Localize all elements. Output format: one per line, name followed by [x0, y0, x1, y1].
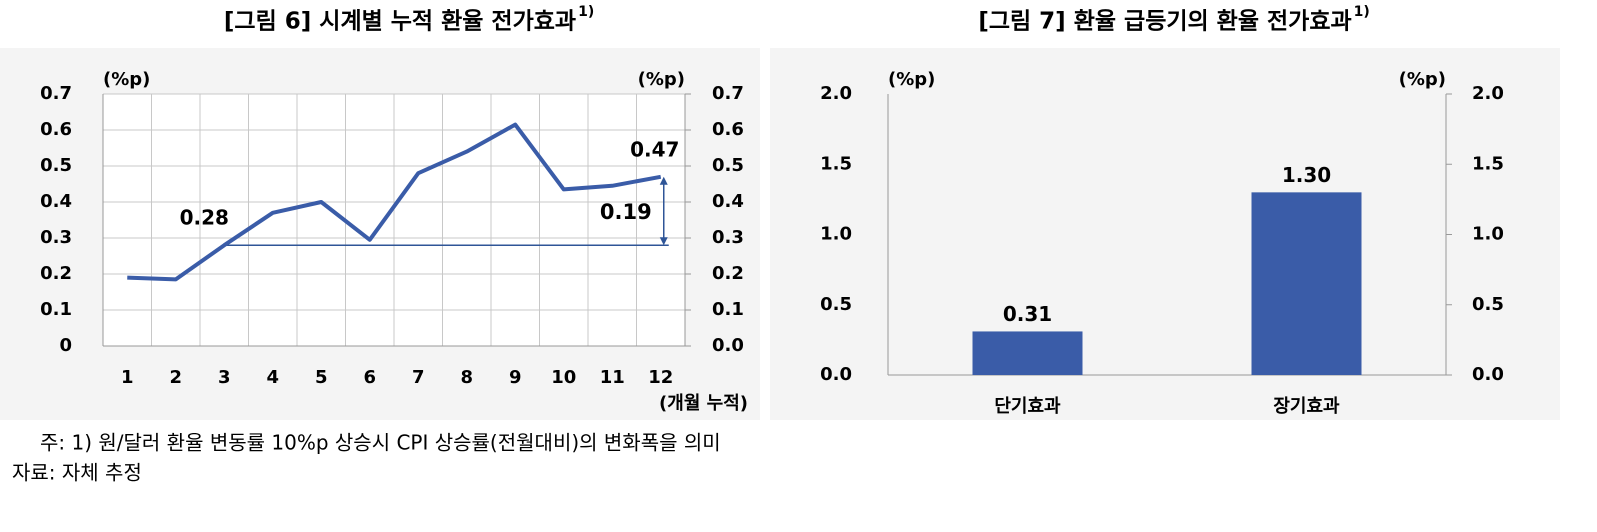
x-tick-label: 7	[412, 367, 425, 388]
y-tick-label: 0.2	[40, 263, 72, 284]
y-tick-label: 0.5	[820, 294, 852, 315]
y-tick-label: 2.0	[820, 83, 852, 104]
y2-tick-label: 0.4	[712, 191, 744, 212]
y2-tick-label: 1.5	[1472, 153, 1504, 174]
x-tick-label: 6	[363, 367, 376, 388]
x-tick-label: 3	[218, 367, 231, 388]
y-tick-label: 0	[59, 335, 72, 356]
y2-unit: (%p)	[1399, 69, 1446, 90]
y-unit: (%p)	[888, 69, 935, 90]
y2-tick-label: 0.7	[712, 83, 744, 104]
x-tick-label: 5	[315, 367, 328, 388]
line	[127, 122, 662, 282]
y2-tick-label: 0.3	[712, 227, 744, 248]
y-tick-label: 0.3	[40, 227, 72, 248]
x-tick-label: 8	[460, 367, 473, 388]
y2-tick-label: 0.2	[712, 263, 744, 284]
x-axis-label: (개월 누적)	[659, 393, 748, 414]
y2-tick-label: 0.6	[712, 119, 744, 140]
y-tick-label: 1.5	[820, 153, 852, 174]
data-label: 0.47	[630, 137, 679, 161]
bar	[972, 331, 1083, 375]
y-tick-label: 0.6	[40, 119, 72, 140]
y2-tick-label: 0.0	[712, 335, 744, 356]
x-tick-label: 4	[266, 367, 279, 388]
bar	[1251, 192, 1362, 375]
y2-tick-label: 0.5	[1472, 294, 1504, 315]
arrow-head	[659, 176, 668, 185]
y-tick-label: 0.7	[40, 83, 72, 104]
panel	[770, 48, 1560, 420]
x-tick-label: 12	[648, 367, 673, 388]
y-tick-label: 0.5	[40, 155, 72, 176]
source: 자료: 자체 추정	[12, 461, 142, 485]
x-tick-label: 장기효과	[1273, 396, 1340, 417]
data-label: 0.31	[1003, 302, 1052, 326]
x-tick-label: 11	[600, 367, 625, 388]
y2-tick-label: 0.0	[1472, 364, 1504, 385]
x-tick-label: 1	[121, 367, 134, 388]
title-note: 1)	[1354, 4, 1370, 20]
x-tick-label: 2	[169, 367, 182, 388]
note: 주: 1) 원/달러 환율 변동률 10%p 상승시 CPI 상승률(전월대비)…	[40, 431, 721, 455]
y2-unit: (%p)	[638, 69, 685, 90]
y-tick-label: 0.4	[40, 191, 72, 212]
arrow-head	[659, 237, 668, 246]
y2-tick-label: 2.0	[1472, 83, 1504, 104]
y2-tick-label: 0.1	[712, 299, 744, 320]
chart-title: [그림 7] 환율 급등기의 환율 전가효과	[978, 9, 1351, 35]
y-tick-label: 0.0	[820, 364, 852, 385]
data-label: 1.30	[1282, 163, 1331, 187]
y2-tick-label: 0.5	[712, 155, 744, 176]
y-tick-label: 1.0	[820, 224, 852, 245]
x-tick-label: 9	[509, 367, 522, 388]
title-note: 1)	[578, 4, 594, 20]
y2-tick-label: 1.0	[1472, 224, 1504, 245]
difference-label: 0.19	[600, 200, 652, 224]
y-unit: (%p)	[103, 69, 150, 90]
x-tick-label: 단기효과	[994, 396, 1061, 417]
x-tick-label: 10	[551, 367, 576, 388]
chart-title: [그림 6] 시계별 누적 환율 전가효과	[224, 9, 576, 35]
y-tick-label: 0.1	[40, 299, 72, 320]
data-label: 0.28	[180, 206, 229, 230]
